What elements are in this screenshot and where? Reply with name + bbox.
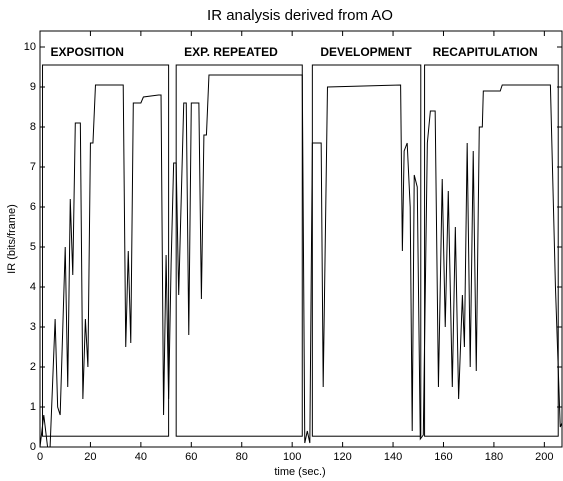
x-tick-label: 20 <box>84 451 96 463</box>
y-tick-label: 10 <box>24 41 36 53</box>
x-tick-label: 0 <box>37 451 43 463</box>
section-label: EXP. REPEATED <box>184 45 278 59</box>
y-tick-label: 3 <box>30 321 36 333</box>
plot-frame <box>39 30 563 448</box>
x-axis-label: time (sec.) <box>274 466 325 478</box>
chart-title: IR analysis derived from AO <box>207 7 393 24</box>
x-tick-label: 100 <box>283 451 301 463</box>
x-tick-label: 60 <box>185 451 197 463</box>
y-tick-label: 9 <box>30 81 36 93</box>
x-tick-label: 120 <box>333 451 351 463</box>
y-tick-label: 2 <box>30 361 36 373</box>
x-tick-label: 80 <box>236 451 248 463</box>
y-tick-label: 7 <box>30 161 36 173</box>
x-tick-label: 180 <box>485 451 503 463</box>
data-line <box>40 74 562 447</box>
section-box <box>311 64 422 437</box>
y-tick-label: 0 <box>30 441 36 453</box>
x-tick-label: 40 <box>135 451 147 463</box>
y-tick-label: 1 <box>30 401 36 413</box>
section-box <box>424 64 559 437</box>
y-tick-label: 6 <box>30 201 36 213</box>
y-tick-label: 5 <box>30 241 36 253</box>
y-axis-label: IR (bits/frame) <box>6 204 18 274</box>
section-label: RECAPITULATION <box>433 45 538 59</box>
section-label: DEVELOPMENT <box>320 45 412 59</box>
section-label: EXPOSITION <box>51 45 124 59</box>
x-tick-label: 140 <box>384 451 402 463</box>
y-tick-label: 4 <box>30 281 36 293</box>
section-box <box>42 64 170 437</box>
x-tick-label: 160 <box>434 451 452 463</box>
x-tick-label: 200 <box>535 451 553 463</box>
y-tick-label: 8 <box>30 121 36 133</box>
section-box <box>175 64 303 437</box>
